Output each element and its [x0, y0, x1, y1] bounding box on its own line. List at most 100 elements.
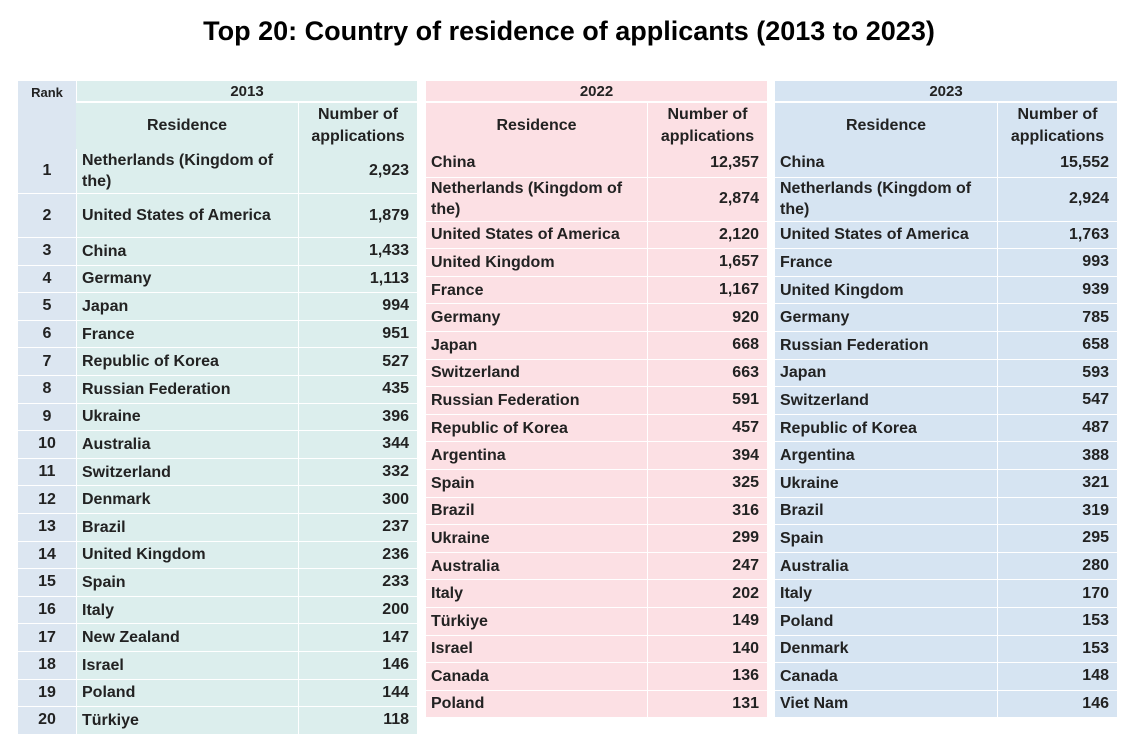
residence-cell: Ukraine [76, 402, 298, 431]
table-row: Poland 131 [426, 689, 767, 718]
table-row: Russian Federation 591 [426, 386, 767, 414]
table-row: 16 Italy 200 [18, 595, 417, 624]
table-row: Ukraine 299 [426, 524, 767, 552]
residence-cell: Russian Federation [426, 386, 647, 414]
applications-cell: 146 [298, 650, 417, 679]
applications-cell: 321 [997, 468, 1117, 497]
residence-cell: Japan [775, 358, 997, 387]
residence-cell: Brazil [775, 496, 997, 525]
residence-cell: Spain [76, 568, 298, 596]
residence-cell: Spain [775, 524, 997, 552]
table-row: United Kingdom 1,657 [426, 248, 767, 276]
residence-cell: Italy [76, 595, 298, 624]
table-row: 13 Brazil 237 [18, 512, 417, 541]
applications-cell: 951 [298, 319, 417, 348]
applications-cell: 547 [997, 386, 1117, 414]
table-row: France 1,167 [426, 275, 767, 304]
table-row: Ukraine 321 [775, 468, 1117, 497]
residence-cell: France [775, 248, 997, 276]
applications-cell: 527 [298, 347, 417, 375]
residence-cell: France [76, 319, 298, 348]
applications-cell: 591 [647, 386, 767, 414]
table-row: Türkiye 149 [426, 606, 767, 635]
applications-cell: 131 [647, 689, 767, 718]
table-row: Canada 136 [426, 662, 767, 690]
applications-cell: 1,879 [298, 193, 417, 237]
table-row: 5 Japan 994 [18, 292, 417, 320]
residence-cell: Argentina [775, 441, 997, 469]
residence-cell: Viet Nam [775, 689, 997, 718]
rank-cell: 19 [18, 678, 76, 707]
table-row: China 15,552 [775, 149, 1117, 177]
table-row: United States of America 2,120 [426, 220, 767, 249]
residence-cell: Japan [76, 292, 298, 320]
applications-cell: 153 [997, 606, 1117, 635]
applications-cell: 939 [997, 275, 1117, 304]
residence-header: Residence [76, 102, 298, 149]
applications-cell: 457 [647, 413, 767, 442]
applications-cell: 140 [647, 634, 767, 663]
applications-cell: 663 [647, 358, 767, 387]
table-row: Brazil 316 [426, 496, 767, 525]
residence-cell: United Kingdom [775, 275, 997, 304]
applications-cell: 295 [997, 524, 1117, 552]
residence-cell: Canada [426, 662, 647, 690]
applications-cell: 247 [647, 551, 767, 580]
applications-cell: 149 [647, 606, 767, 635]
rank-cell: 6 [18, 319, 76, 348]
residence-cell: Brazil [426, 496, 647, 525]
table-row: Japan 593 [775, 358, 1117, 387]
applications-cell: 316 [647, 496, 767, 525]
residence-cell: Japan [426, 330, 647, 359]
residence-cell: Israel [76, 650, 298, 679]
applications-cell: 280 [997, 551, 1117, 580]
table-row: Australia 280 [775, 551, 1117, 580]
rank-cell: 5 [18, 292, 76, 320]
page-title: Top 20: Country of residence of applican… [203, 16, 935, 46]
residence-cell: Switzerland [426, 358, 647, 387]
table-row: Netherlands (Kingdom of the) 2,874 [426, 176, 767, 221]
applications-header: Number of applications [647, 102, 767, 149]
rank-cell: 14 [18, 540, 76, 569]
applications-cell: 202 [647, 579, 767, 607]
table-row: Switzerland 663 [426, 358, 767, 387]
applications-cell: 993 [997, 248, 1117, 276]
table-row: United States of America 1,763 [775, 220, 1117, 249]
applications-cell: 2,874 [647, 176, 767, 221]
table-row: Spain 325 [426, 468, 767, 497]
table-row: 20 Türkiye 118 [18, 706, 417, 734]
residence-cell: Germany [426, 303, 647, 331]
residence-cell: United Kingdom [76, 540, 298, 569]
applications-cell: 144 [298, 678, 417, 707]
applications-cell: 325 [647, 468, 767, 497]
residence-cell: Germany [76, 264, 298, 293]
table-row: Germany 785 [775, 303, 1117, 331]
year-header-2022: 2022 [426, 81, 767, 102]
residence-cell: Poland [775, 606, 997, 635]
table-row: Argentina 394 [426, 441, 767, 469]
residence-cell: Brazil [76, 512, 298, 541]
table-row: Italy 170 [775, 579, 1117, 607]
residence-cell: Ukraine [775, 468, 997, 497]
residence-cell: Republic of Korea [76, 347, 298, 375]
applications-cell: 1,763 [997, 220, 1117, 249]
residence-cell: Argentina [426, 441, 647, 469]
table-row: France 993 [775, 248, 1117, 276]
table-row: 3 China 1,433 [18, 237, 417, 265]
residence-header: Residence [775, 102, 997, 149]
table-2022: 2022 Residence Number of applications Ch… [426, 81, 767, 718]
applications-cell: 147 [298, 623, 417, 651]
table-row: 11 Switzerland 332 [18, 457, 417, 486]
residence-cell: Türkiye [426, 606, 647, 635]
residence-cell: Spain [426, 468, 647, 497]
residence-cell: Ukraine [426, 524, 647, 552]
applications-cell: 148 [997, 662, 1117, 690]
rank-cell: 11 [18, 457, 76, 486]
applications-cell: 344 [298, 430, 417, 458]
applications-cell: 300 [298, 485, 417, 513]
table-row: Netherlands (Kingdom of the) 2,924 [775, 176, 1117, 221]
table-row: Republic of Korea 457 [426, 413, 767, 442]
applications-cell: 2,923 [298, 149, 417, 193]
applications-cell: 435 [298, 374, 417, 403]
applications-cell: 153 [997, 634, 1117, 663]
